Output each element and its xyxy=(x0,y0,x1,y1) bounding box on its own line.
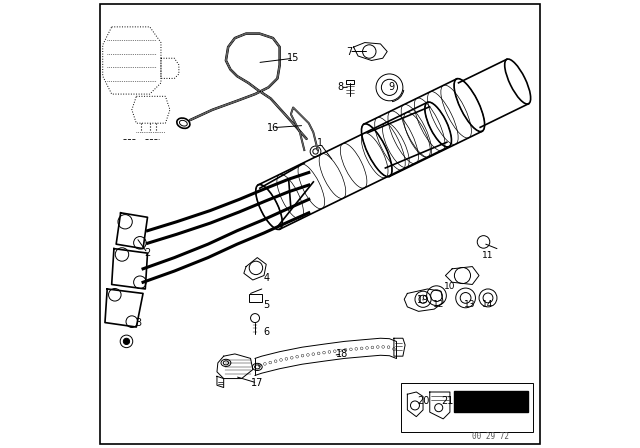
Bar xyxy=(401,383,533,432)
Text: 16: 16 xyxy=(267,123,279,133)
Text: 2: 2 xyxy=(145,248,150,258)
Text: 9: 9 xyxy=(388,82,395,92)
Polygon shape xyxy=(454,391,529,412)
Text: 20: 20 xyxy=(417,396,429,406)
Bar xyxy=(346,80,354,84)
Text: 14: 14 xyxy=(483,300,493,309)
Text: 15: 15 xyxy=(287,53,300,63)
Text: 6: 6 xyxy=(263,327,269,336)
Text: 4: 4 xyxy=(263,273,269,283)
Text: 3: 3 xyxy=(136,318,141,327)
Text: 17: 17 xyxy=(251,378,264,388)
Text: 18: 18 xyxy=(336,349,349,359)
Text: 5: 5 xyxy=(263,300,269,310)
Text: 00 29 72: 00 29 72 xyxy=(472,432,509,441)
Text: 8: 8 xyxy=(337,82,343,92)
Text: 7: 7 xyxy=(346,47,352,56)
Text: 13: 13 xyxy=(465,300,476,309)
Text: 11: 11 xyxy=(483,251,493,260)
Circle shape xyxy=(124,338,130,345)
Text: 12: 12 xyxy=(433,300,444,309)
Text: 1: 1 xyxy=(317,138,323,148)
Bar xyxy=(249,294,262,302)
Text: 21: 21 xyxy=(442,396,454,406)
Text: 10: 10 xyxy=(444,282,456,291)
Text: 19: 19 xyxy=(417,295,429,305)
